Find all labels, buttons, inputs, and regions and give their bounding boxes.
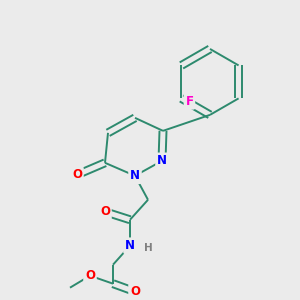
Text: N: N bbox=[130, 169, 140, 182]
Text: H: H bbox=[144, 243, 152, 253]
Text: N: N bbox=[157, 154, 167, 167]
Text: O: O bbox=[72, 168, 82, 181]
Text: O: O bbox=[100, 205, 110, 218]
Text: F: F bbox=[185, 95, 194, 108]
Text: N: N bbox=[125, 239, 135, 252]
Text: O: O bbox=[85, 269, 95, 282]
Text: O: O bbox=[130, 285, 140, 298]
